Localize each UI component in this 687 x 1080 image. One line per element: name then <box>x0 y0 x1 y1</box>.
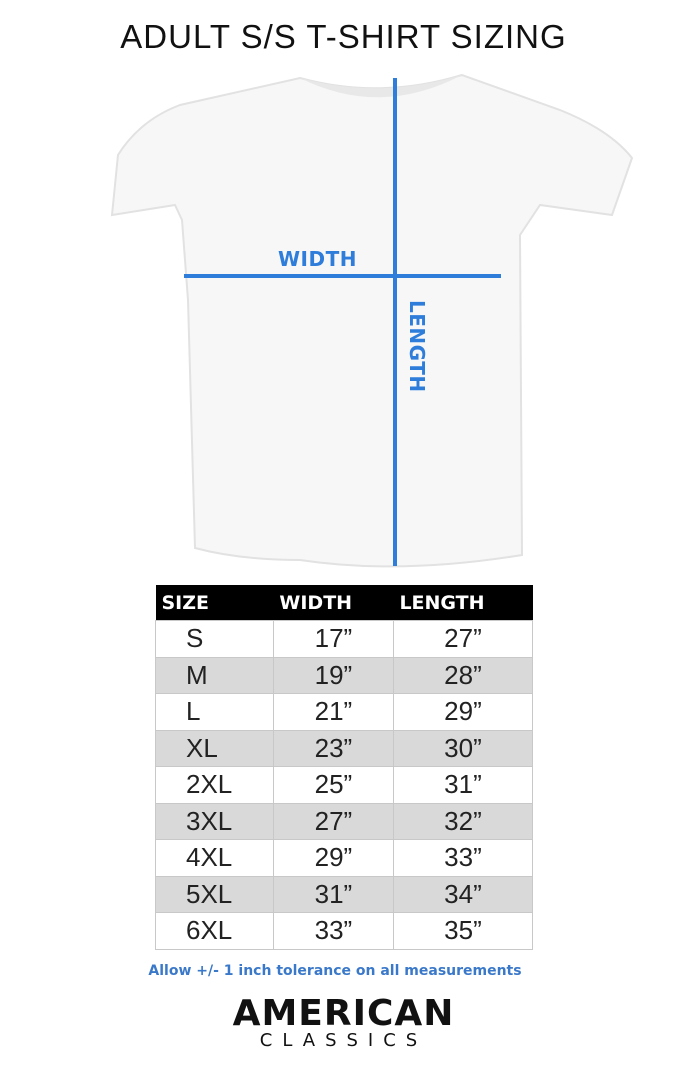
tshirt-diagram <box>110 73 634 568</box>
length-cell: 33” <box>392 839 534 877</box>
width-cell: 27” <box>272 802 394 840</box>
length-cell: 31” <box>392 766 534 804</box>
length-cell: 27” <box>392 620 534 658</box>
table-row: XL 23” 30” <box>155 729 534 767</box>
header-size: SIZE <box>155 585 274 621</box>
length-label: LENGTH <box>405 300 429 393</box>
table-row: 3XL 27” 32” <box>155 802 534 840</box>
length-cell: 35” <box>392 912 534 950</box>
table-row: M 19” 28” <box>155 656 534 694</box>
length-cell: 29” <box>392 693 534 731</box>
table-row: 4XL 29” 33” <box>155 839 534 877</box>
table-row: 5XL 31” 34” <box>155 875 534 913</box>
table-row: S 17” 27” <box>155 620 534 658</box>
size-cell: XL <box>155 729 274 767</box>
size-table: SIZE WIDTH LENGTH S 17” 27” M 19” 28” L 21” 29” X… <box>155 585 534 950</box>
table-row: 2XL 25” 31” <box>155 766 534 804</box>
size-cell: 2XL <box>155 766 274 804</box>
width-cell: 31” <box>272 875 394 913</box>
size-cell: 3XL <box>155 802 274 840</box>
width-cell: 29” <box>272 839 394 877</box>
logo-classics: CLASSICS <box>259 1030 428 1051</box>
length-cell: 32” <box>392 802 534 840</box>
width-cell: 21” <box>272 693 394 731</box>
length-cell: 34” <box>392 875 534 913</box>
logo-american: AMERICAN <box>232 993 455 1034</box>
size-cell: 5XL <box>155 875 274 913</box>
tshirt-shape <box>110 73 634 568</box>
size-cell: M <box>155 656 274 694</box>
width-cell: 25” <box>272 766 394 804</box>
size-cell: 4XL <box>155 839 274 877</box>
header-width: WIDTH <box>273 585 394 621</box>
size-cell: S <box>155 620 274 658</box>
width-cell: 33” <box>272 912 394 950</box>
width-cell: 17” <box>272 620 394 658</box>
size-cell: L <box>155 693 274 731</box>
page-title: ADULT S/S T-SHIRT SIZING <box>120 18 567 55</box>
width-cell: 23” <box>272 729 394 767</box>
length-cell: 28” <box>392 656 534 694</box>
header-length: LENGTH <box>393 585 533 621</box>
width-label: WIDTH <box>278 247 357 271</box>
table-row: L 21” 29” <box>155 693 534 731</box>
table-row: 6XL 33” 35” <box>155 912 534 950</box>
tolerance-note: Allow +/- 1 inch tolerance on all measur… <box>148 963 522 979</box>
length-cell: 30” <box>392 729 534 767</box>
width-cell: 19” <box>272 656 394 694</box>
size-cell: 6XL <box>155 912 274 950</box>
